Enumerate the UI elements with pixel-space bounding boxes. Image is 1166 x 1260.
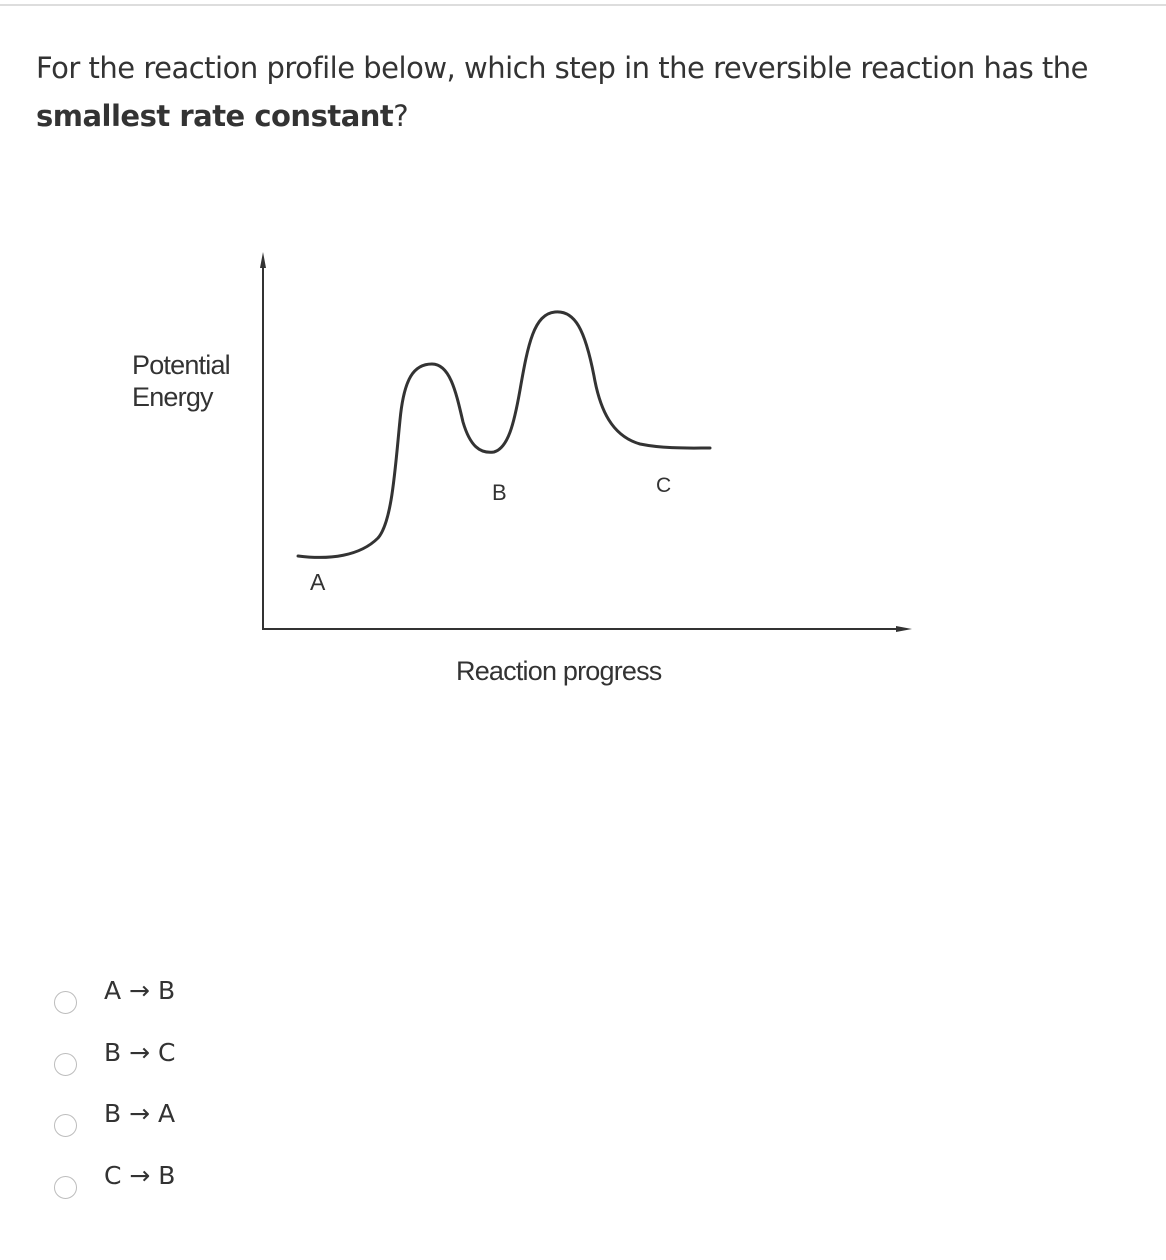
x-axis-label: Reaction progress xyxy=(456,656,662,686)
y-axis-arrowhead xyxy=(260,252,266,268)
x-axis-arrowhead xyxy=(896,626,912,632)
radio-button[interactable] xyxy=(54,991,77,1014)
y-axis-label-line1: Potential xyxy=(132,350,230,380)
radio-button[interactable] xyxy=(54,1052,77,1076)
question-text-before: For the reaction profile below, which st… xyxy=(36,51,1089,85)
answer-options: A → B B → C B → A C → B xyxy=(54,966,454,1212)
answer-option-label[interactable]: A → B xyxy=(104,976,176,1005)
answer-option[interactable]: B → C xyxy=(54,1028,454,1090)
radio-button[interactable] xyxy=(54,1175,77,1199)
answer-option-label[interactable]: B → A xyxy=(104,1099,176,1128)
answer-option[interactable]: C → B xyxy=(54,1151,454,1213)
energy-curve xyxy=(296,310,712,559)
question-text-after: ? xyxy=(393,99,409,133)
point-a-label: A xyxy=(310,569,326,595)
question-emphasis: smallest rate constant xyxy=(36,99,394,133)
y-axis-label-line2: Energy xyxy=(132,382,214,412)
answer-option-label[interactable]: B → C xyxy=(104,1037,176,1067)
point-b-label: B xyxy=(492,480,507,505)
radio-button[interactable] xyxy=(54,1114,77,1137)
reaction-profile-diagram: Potential Energy A B C Reaction progress xyxy=(132,252,912,686)
answer-option[interactable]: A → B xyxy=(54,966,454,1028)
answer-option-label[interactable]: C → B xyxy=(104,1160,176,1190)
question-text: For the reaction profile below, which st… xyxy=(36,44,1136,140)
point-c-label: C xyxy=(656,474,671,497)
answer-option[interactable]: B → A xyxy=(54,1089,454,1151)
top-divider xyxy=(0,4,1166,6)
